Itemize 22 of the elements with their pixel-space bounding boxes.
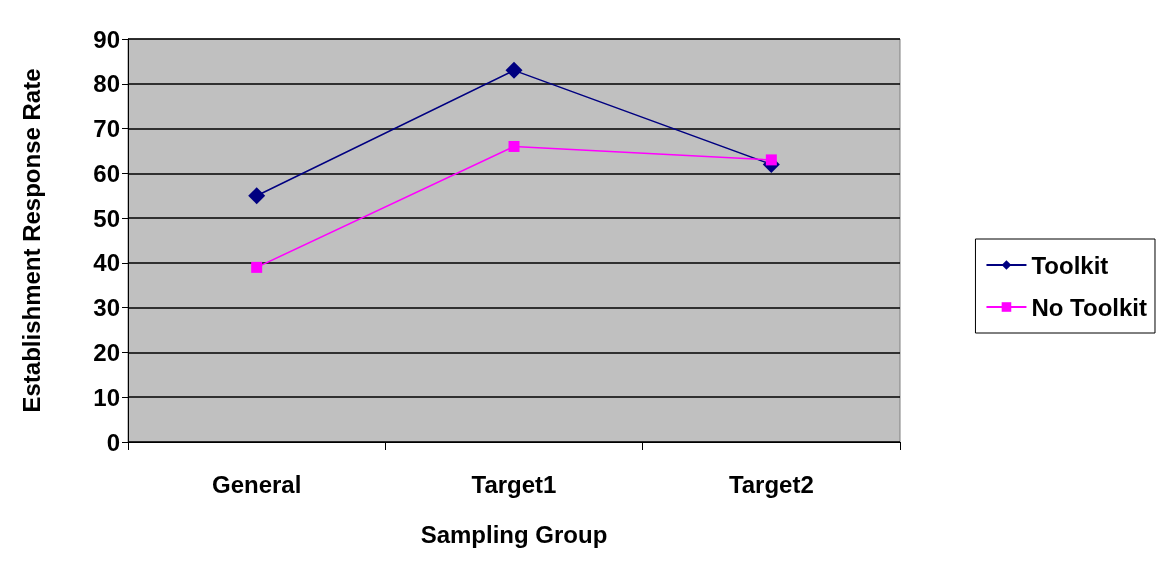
x-tick-label: Target2 — [728, 470, 814, 498]
y-tick-label: 20 — [93, 338, 120, 366]
y-tick-label: 30 — [93, 294, 120, 322]
y-tick-label: 90 — [93, 25, 120, 53]
y-tick-label: 50 — [93, 204, 120, 232]
y-tick-label: 40 — [93, 249, 120, 277]
y-tick-label: 80 — [93, 70, 120, 98]
legend-label: No Toolkit — [1031, 293, 1148, 321]
y-axis-title: Establishment Response Rate — [17, 68, 45, 413]
x-tick-label: General — [211, 470, 302, 498]
point — [505, 61, 523, 79]
y-tick-label: 60 — [93, 159, 120, 187]
x-axis-title: Sampling Group — [420, 520, 608, 548]
point — [251, 261, 263, 273]
y-tick-label: 0 — [106, 428, 120, 456]
y-tick-label: 10 — [93, 383, 120, 411]
point — [765, 154, 777, 166]
legend-label: Toolkit — [1031, 251, 1109, 279]
x-tick-label: Target1 — [471, 470, 557, 498]
point — [508, 140, 520, 152]
point — [248, 187, 266, 205]
y-tick-label: 70 — [93, 115, 120, 143]
